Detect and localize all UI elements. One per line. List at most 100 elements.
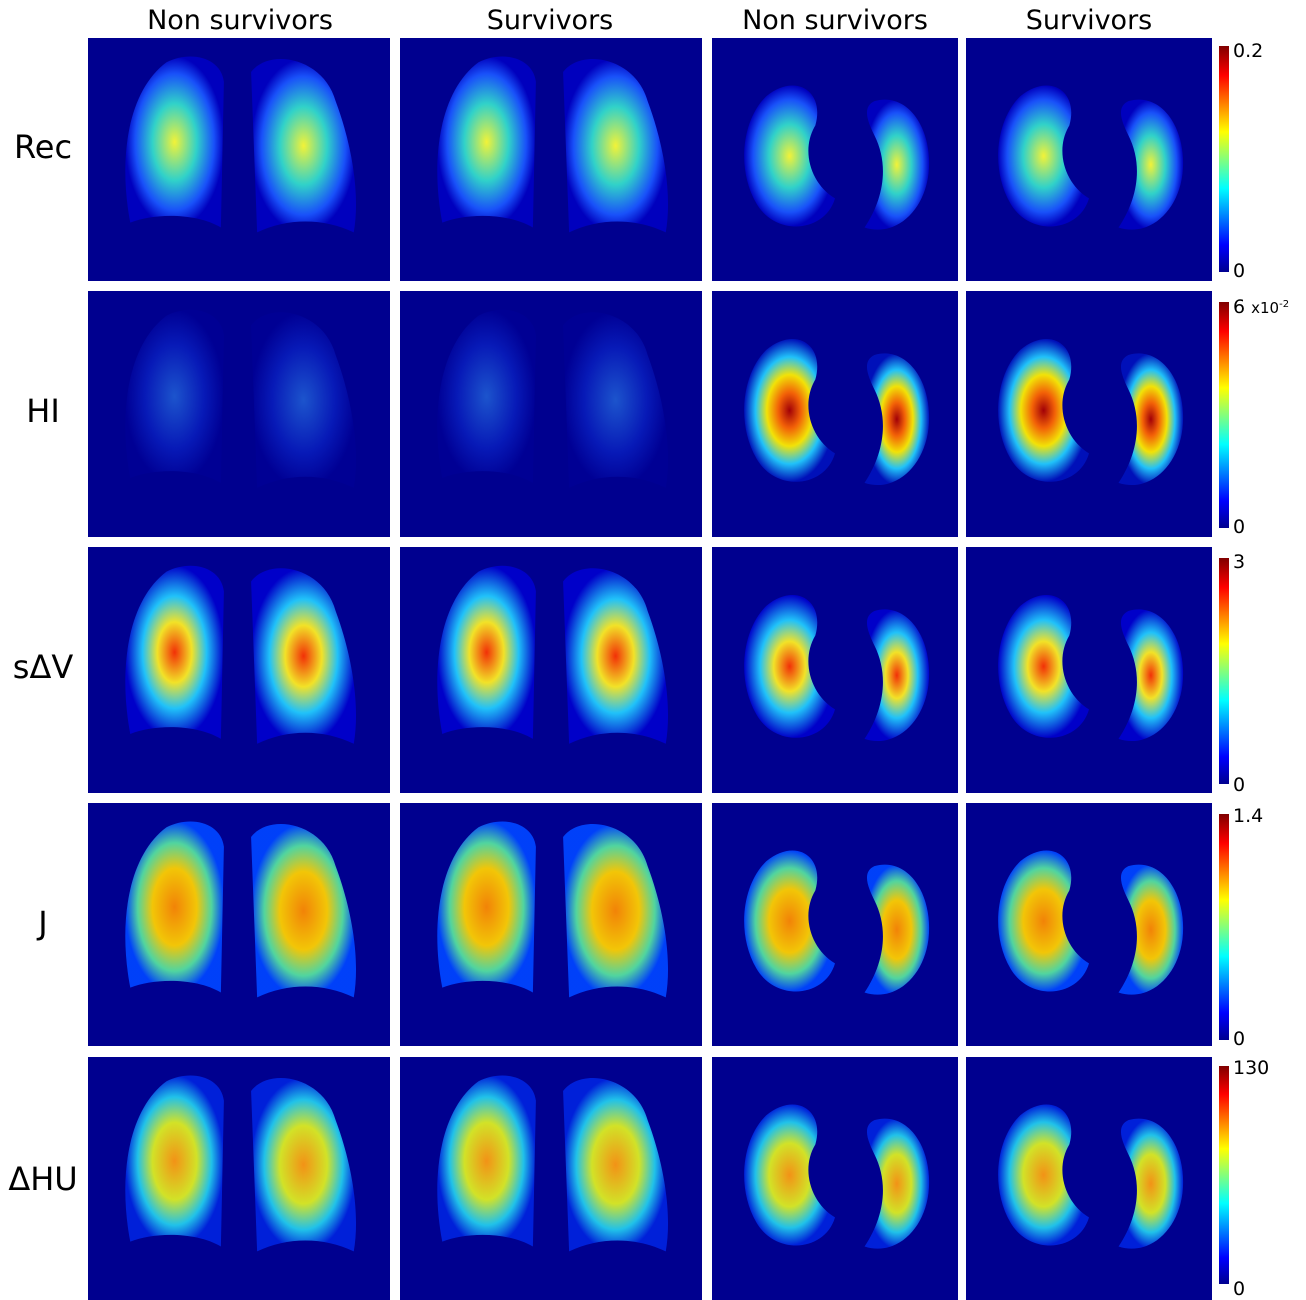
colorbar-dhu-min: 0 [1233, 1278, 1246, 1300]
lung-map-sdv-nonsurv-coronal [88, 547, 390, 793]
column-header-survivors-axial: Survivors [1025, 5, 1153, 36]
left-lung-region [437, 565, 536, 739]
right-lung-region [864, 99, 930, 230]
colorbar-sdv [1219, 558, 1229, 784]
lung-map-graphic [400, 291, 702, 537]
lung-map-j-surv-axial [966, 803, 1212, 1046]
lung-map-hi-nonsurv-coronal [88, 291, 390, 537]
colorbar-hi-max-value: 6 [1233, 296, 1246, 318]
colorbar-dhu [1219, 1066, 1229, 1284]
row-label-hi: HI [26, 392, 60, 430]
right-lung-region [563, 312, 669, 488]
left-lung-region [437, 821, 536, 993]
lung-map-j-nonsurv-coronal [88, 803, 390, 1046]
colorbar-hi-exponent: x10-2 [1251, 299, 1289, 317]
left-lung-region [998, 595, 1089, 738]
lung-map-graphic [966, 1057, 1212, 1300]
left-lung-region [998, 85, 1089, 227]
right-lung-region [1118, 864, 1184, 995]
left-lung-region [125, 56, 224, 228]
colorbar-j [1219, 814, 1229, 1040]
colorbar-hi [1219, 302, 1229, 528]
left-lung-region [744, 1104, 835, 1246]
colorbar-hi-min: 0 [1233, 516, 1246, 538]
lung-map-graphic [712, 38, 958, 281]
lung-map-rec-surv-axial [966, 38, 1212, 281]
lung-map-graphic [400, 547, 702, 793]
lung-map-graphic [712, 547, 958, 793]
lung-map-sdv-surv-coronal [400, 547, 702, 793]
right-lung-region [563, 59, 669, 233]
colorbar-dhu-max: 130 [1233, 1057, 1270, 1079]
right-lung-region [251, 568, 357, 744]
left-lung-region [744, 339, 835, 482]
lung-map-graphic [712, 1057, 958, 1300]
right-lung-region [251, 312, 357, 488]
lung-map-graphic [400, 803, 702, 1046]
colorbar-rec-max: 0.2 [1233, 40, 1264, 62]
colorbar-sdv-min: 0 [1233, 774, 1246, 796]
right-lung-region [1118, 609, 1184, 742]
lung-map-sdv-nonsurv-axial [712, 547, 958, 793]
left-lung-region [437, 1075, 536, 1247]
lung-map-graphic [88, 38, 390, 281]
lung-map-dhu-surv-axial [966, 1057, 1212, 1300]
lung-map-hi-surv-axial [966, 291, 1212, 537]
lung-map-graphic [966, 291, 1212, 537]
lung-map-dhu-nonsurv-coronal [88, 1057, 390, 1300]
colorbar-hi-exp-power: -2 [1279, 299, 1290, 310]
left-lung-region [437, 309, 536, 483]
lung-map-rec-surv-coronal [400, 38, 702, 281]
row-label-dhu: ΔHU [8, 1160, 78, 1198]
colorbar-hi-max: 6 x10-2 [1233, 296, 1289, 318]
colorbar-rec-min: 0 [1233, 260, 1246, 282]
colorbar-rec [1219, 46, 1229, 272]
right-lung-region [864, 1118, 930, 1249]
left-lung-region [125, 1075, 224, 1247]
lung-map-hi-surv-coronal [400, 291, 702, 537]
left-lung-region [437, 56, 536, 228]
colorbar-j-max: 1.4 [1233, 805, 1264, 827]
column-header-non-survivors-coronal: Non survivors [147, 5, 333, 36]
lung-map-graphic [88, 803, 390, 1046]
right-lung-region [251, 824, 357, 998]
lung-map-graphic [88, 1057, 390, 1300]
left-lung-region [744, 595, 835, 738]
right-lung-region [864, 609, 930, 742]
colorbar-sdv-max: 3 [1233, 551, 1246, 573]
column-header-non-survivors-axial: Non survivors [742, 5, 928, 36]
lung-map-graphic [712, 803, 958, 1046]
column-header-survivors-coronal: Survivors [486, 5, 614, 36]
left-lung-region [998, 1104, 1089, 1246]
right-lung-region [864, 864, 930, 995]
left-lung-region [744, 85, 835, 227]
left-lung-region [998, 850, 1089, 992]
right-lung-region [251, 59, 357, 233]
left-lung-region [998, 339, 1089, 482]
lung-map-graphic [712, 291, 958, 537]
lung-map-rec-nonsurv-coronal [88, 38, 390, 281]
lung-map-graphic [966, 547, 1212, 793]
lung-map-dhu-surv-coronal [400, 1057, 702, 1300]
lung-map-hi-nonsurv-axial [712, 291, 958, 537]
right-lung-region [864, 353, 930, 486]
lung-map-j-nonsurv-axial [712, 803, 958, 1046]
right-lung-region [1118, 99, 1184, 230]
row-label-sdv: sΔV [12, 648, 74, 686]
right-lung-region [1118, 353, 1184, 486]
left-lung-region [125, 565, 224, 739]
right-lung-region [563, 568, 669, 744]
row-label-j: J [38, 904, 48, 942]
colorbar-j-min: 0 [1233, 1028, 1246, 1050]
lung-map-rec-nonsurv-axial [712, 38, 958, 281]
lung-map-graphic [88, 547, 390, 793]
lung-map-graphic [400, 1057, 702, 1300]
row-label-rec: Rec [13, 128, 73, 166]
right-lung-region [1118, 1118, 1184, 1249]
right-lung-region [563, 824, 669, 998]
right-lung-region [251, 1078, 357, 1252]
colorbar-hi-exp-base: x10 [1251, 299, 1280, 317]
left-lung-region [125, 821, 224, 993]
lung-map-graphic [88, 291, 390, 537]
left-lung-region [125, 309, 224, 483]
